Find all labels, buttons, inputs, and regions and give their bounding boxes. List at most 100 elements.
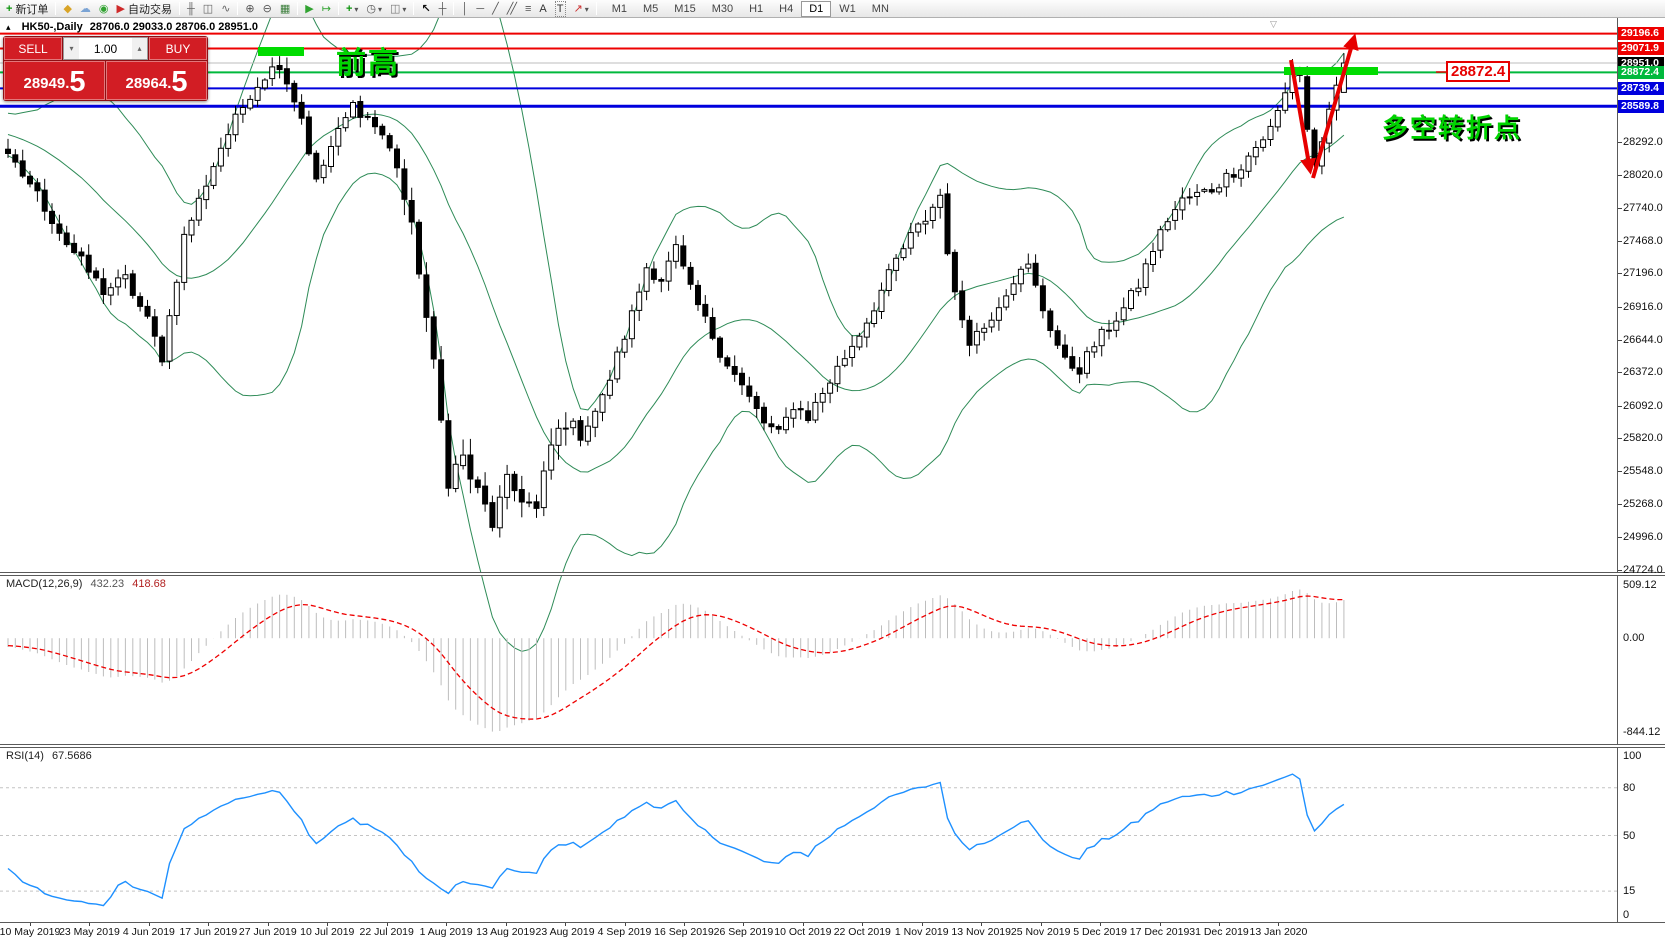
buy-price-dot: . [167,75,172,92]
date-tick-mark [565,923,567,926]
candlestick-mode-button[interactable]: ◫ [199,1,217,17]
chart-canvas[interactable] [0,18,1665,923]
volume-decrease-button[interactable]: ▾ [64,38,79,59]
vertical-line-button[interactable]: │ [457,1,472,17]
timeframe-w1[interactable]: W1 [839,2,856,15]
arrows-button[interactable]: ↗ [570,1,593,17]
equidistant-channel-button[interactable]: ╱╱ [503,1,521,17]
price-tag: 28739.4 [1618,81,1664,95]
new-order-button[interactable]: + 新订单 [2,1,52,17]
line-chart-mode-button[interactable]: ∿ [217,1,234,17]
profile-button[interactable]: ◆ [59,1,75,17]
date-axis-border [0,922,1665,923]
y-axis-tick-mark [1618,174,1622,176]
buy-price[interactable]: 28964 . 5 [106,61,207,100]
y-axis-tick-label: 27740.0 [1623,202,1663,215]
equidistant-channel-icon: ╱╱ [506,2,517,15]
date-tick-mark [1278,923,1280,926]
timeframe-m5[interactable]: M5 [643,2,659,15]
trendline-icon: ╱ [492,2,499,15]
timeframe-mn[interactable]: MN [871,2,889,15]
date-label: 1 Nov 2019 [894,926,949,938]
y-axis-tick-label: 24724.0 [1623,563,1663,576]
macd-axis-label: -844.12 [1623,726,1661,738]
cloud-sync-button[interactable]: ☁ [76,1,95,17]
symbol-period-text: HK50-,Daily [21,21,83,33]
autotrading-icon: ▶ [116,2,125,15]
cursor-button[interactable]: ↖ [417,1,434,17]
zoom-in-icon: ⊕ [245,2,255,15]
auto-scroll-button[interactable]: ▶ [301,1,317,17]
date-tick-mark [862,923,864,926]
y-axis-tick-label: 25820.0 [1623,432,1663,445]
chart-shift-button[interactable]: ↦ [318,1,335,17]
autotrading-button[interactable]: ▶ 自动交易 [113,1,176,17]
toolbar-separator [337,2,339,15]
pane-divider-macd[interactable] [0,572,1665,576]
date-tick-mark [683,923,685,926]
timeframe-h4[interactable]: H4 [779,2,794,15]
timeframe-d1[interactable]: D1 [801,0,832,17]
indicators-list-dropdown-icon[interactable] [352,3,358,15]
text-button[interactable]: A [535,1,550,17]
date-tick-mark [505,923,507,926]
indicators-list-button[interactable]: + [342,1,362,17]
templates-icon: ◫ [390,2,401,15]
symbol-title: HK50-,Daily 28706.0 29033.0 28706.0 2895… [6,21,262,33]
toolbar-separator [413,2,415,15]
trendline-button[interactable]: ╱ [488,1,503,17]
date-tick-mark [267,923,269,926]
price-axis-border [1617,18,1618,923]
periods-button[interactable]: ◷ [362,1,386,17]
date-label: 23 May 2019 [59,926,120,938]
price-tag: 28589.8 [1618,99,1664,113]
date-label: 31 Dec 2019 [1189,926,1249,938]
collapse-triangle-icon[interactable] [6,21,15,33]
horizontal-line-icon: ─ [476,2,485,15]
signal-button[interactable]: ◉ [95,1,113,17]
sell-price[interactable]: 28949 . 5 [4,61,105,100]
chart-shift-icon: ↦ [321,2,331,15]
price-tag: 28872.4 [1618,65,1664,79]
zoom-in-button[interactable]: ⊕ [241,1,258,17]
rsi-indicator-label: RSI(14) 67.5686 [6,750,92,762]
date-label: 13 Jan 2020 [1249,926,1308,938]
date-label: 22 Jul 2019 [359,926,414,938]
sell-button[interactable]: SELL [4,37,62,60]
arrows-icon: ↗ [573,2,583,15]
date-tick-mark [981,923,983,926]
zoom-out-icon: ⊖ [262,2,272,15]
date-tick-mark [1100,923,1102,926]
y-axis-tick-label: 24996.0 [1623,531,1663,544]
date-tick-mark [30,923,31,926]
text-label-button[interactable]: T [551,0,570,17]
toolbar-separator [178,2,180,15]
macd-indicator-label: MACD(12,26,9) 432.23 418.68 [6,578,166,590]
zoom-out-button[interactable]: ⊖ [259,1,276,17]
timeframe-h1[interactable]: H1 [749,2,764,15]
timeframe-m30[interactable]: M30 [711,2,734,15]
horizontal-line-button[interactable]: ─ [472,1,488,17]
arrows-dropdown-icon[interactable] [583,3,589,15]
timeframe-m15[interactable]: M15 [674,2,696,15]
y-axis-tick-label: 26092.0 [1623,399,1663,412]
toolbar-separator [237,2,239,15]
fibonacci-button[interactable]: ≡ [521,1,535,17]
y-axis-tick-mark [1618,504,1622,506]
volume-increase-button[interactable]: ▴ [132,38,147,59]
templates-dropdown-icon[interactable] [400,3,406,15]
crosshair-button[interactable]: ┼ [435,1,451,17]
buy-price-frac: 5 [171,66,188,98]
pane-divider-rsi[interactable] [0,744,1665,748]
volume-input[interactable] [79,38,132,59]
buy-button[interactable]: BUY [149,37,207,60]
date-tick-mark [624,923,626,926]
templates-button[interactable]: ◫ [386,1,410,17]
one-click-trading-panel: SELL ▾ ▴ BUY 28949 . 5 28964 . 5 [3,36,208,101]
tile-windows-button[interactable]: ▦ [276,1,294,17]
timeframe-m1[interactable]: M1 [611,2,628,15]
bar-chart-mode-button[interactable]: ╫ [183,1,199,17]
periods-dropdown-icon[interactable] [376,3,382,15]
macd-axis-label: 0.00 [1623,632,1645,645]
chart-shift-marker-icon[interactable] [1270,19,1277,30]
